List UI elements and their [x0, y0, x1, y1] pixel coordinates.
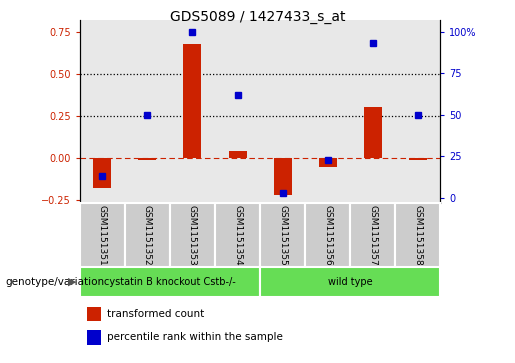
- Text: GSM1151352: GSM1151352: [143, 205, 152, 265]
- Bar: [170, 203, 215, 267]
- Text: transformed count: transformed count: [107, 309, 204, 319]
- Bar: [260, 203, 305, 267]
- Text: genotype/variation: genotype/variation: [5, 277, 104, 287]
- Bar: [305, 203, 350, 267]
- Text: ▶: ▶: [67, 277, 76, 287]
- Bar: [409, 158, 427, 160]
- Text: percentile rank within the sample: percentile rank within the sample: [107, 332, 283, 342]
- Bar: [350, 203, 396, 267]
- Text: GSM1151354: GSM1151354: [233, 205, 242, 265]
- Bar: [273, 158, 291, 195]
- Bar: [93, 158, 111, 188]
- Bar: [87, 330, 101, 345]
- Bar: [229, 151, 247, 158]
- Bar: [364, 107, 382, 158]
- Text: GSM1151351: GSM1151351: [98, 205, 107, 265]
- Text: GSM1151357: GSM1151357: [368, 205, 377, 265]
- Bar: [396, 203, 440, 267]
- Text: wild type: wild type: [328, 277, 372, 287]
- Bar: [87, 306, 101, 321]
- Text: cystatin B knockout Cstb-/-: cystatin B knockout Cstb-/-: [104, 277, 236, 287]
- Bar: [215, 203, 260, 267]
- Bar: [319, 158, 337, 167]
- Bar: [80, 203, 125, 267]
- Bar: [139, 158, 157, 160]
- Bar: [183, 44, 201, 158]
- Text: GSM1151356: GSM1151356: [323, 205, 332, 265]
- Text: GDS5089 / 1427433_s_at: GDS5089 / 1427433_s_at: [170, 10, 345, 24]
- Text: GSM1151353: GSM1151353: [188, 205, 197, 265]
- Text: GSM1151355: GSM1151355: [278, 205, 287, 265]
- Bar: [80, 267, 260, 297]
- Text: GSM1151358: GSM1151358: [414, 205, 422, 265]
- Bar: [125, 203, 170, 267]
- Bar: [260, 267, 440, 297]
